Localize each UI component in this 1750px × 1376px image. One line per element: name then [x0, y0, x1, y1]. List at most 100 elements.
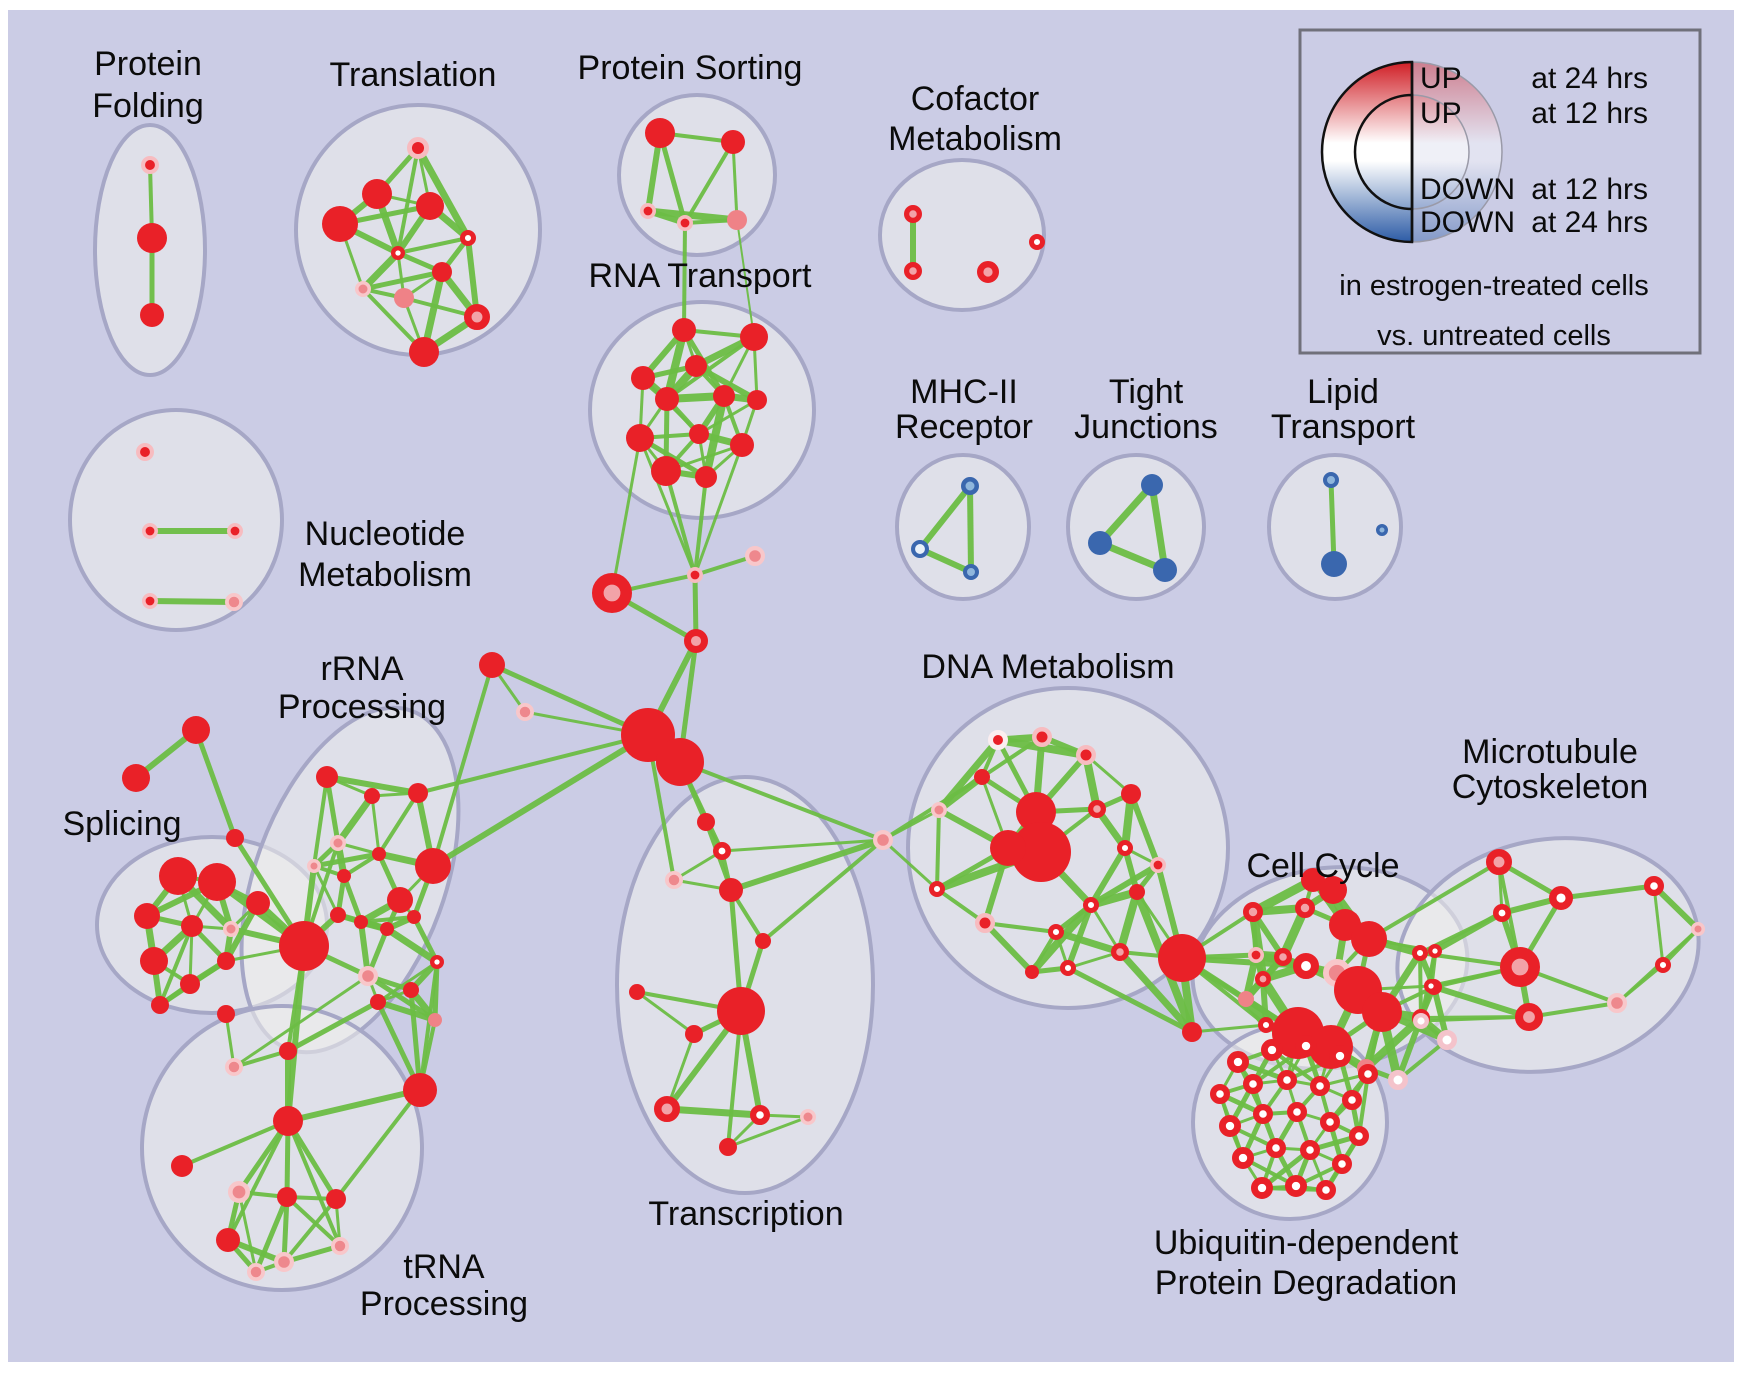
network-node-dm1	[988, 730, 1008, 750]
network-node-nm2	[142, 522, 159, 539]
network-node-rt2	[740, 323, 768, 351]
network-edge	[377, 960, 438, 1004]
network-node-dm20	[1110, 942, 1129, 961]
network-node-ub1	[1227, 1051, 1250, 1074]
network-node-dm6	[1121, 784, 1141, 804]
network-node-ub5	[1357, 1063, 1378, 1084]
network-edge	[1097, 482, 1155, 546]
network-edge	[418, 961, 439, 1091]
network-node-rt4	[685, 355, 707, 377]
network-node-cc18	[1411, 944, 1428, 961]
cluster-label-ubiquitin-degradation: Ubiquitin-dependent	[1154, 1224, 1459, 1262]
network-edge	[1117, 949, 1195, 1035]
network-node-rt3	[631, 366, 655, 390]
network-node-rt5	[713, 385, 735, 407]
network-edge	[1395, 1016, 1424, 1082]
cluster-label-mhc-ii-receptor: MHC-II	[910, 373, 1018, 411]
network-node-sp6	[140, 947, 168, 975]
legend: UP at 24 hrs UP at 12 hrs DOWN at 12 hrs DOWN a…	[1298, 28, 1702, 355]
network-edge	[682, 222, 687, 331]
network-node-dm14	[975, 913, 995, 933]
network-node-ps3	[639, 203, 656, 220]
network-node-tn7	[274, 1251, 295, 1272]
cluster-label-microtubule-cytoskeleton: Microtubule	[1462, 733, 1638, 771]
network-node-sp3	[134, 903, 160, 929]
network-edge	[431, 732, 650, 869]
network-node-rr7	[372, 847, 386, 861]
network-edge	[360, 915, 415, 924]
network-edge	[1066, 965, 1194, 1035]
network-node-cc5	[1254, 971, 1271, 988]
network-node-mc5	[1424, 978, 1439, 993]
network-node-ub11	[1219, 1115, 1242, 1138]
legend-caption: in estrogen-treated cells	[1339, 270, 1649, 302]
network-node-ub21	[1285, 1175, 1308, 1198]
network-node-tc2	[712, 841, 731, 860]
network-node-st2	[122, 764, 150, 792]
cluster-label-cofactor-metabolism: Cofactor	[911, 80, 1040, 118]
network-edge	[881, 838, 939, 891]
network-node-cc22	[1388, 1070, 1408, 1090]
network-node-mc6	[1500, 946, 1541, 987]
network-node-lt1	[1323, 472, 1339, 488]
network-edge	[665, 335, 756, 401]
network-node-rt10	[730, 433, 754, 457]
network-node-ub18	[1299, 1139, 1320, 1160]
network-node-dm18	[1059, 959, 1076, 976]
network-node-tl7	[432, 262, 452, 282]
network-node-tn0	[279, 1042, 297, 1060]
network-edge	[1651, 883, 1701, 932]
network-node-ub7	[1242, 1073, 1263, 1094]
network-edge	[149, 598, 235, 605]
network-edge	[1065, 903, 1094, 970]
network-edge	[286, 999, 380, 1054]
network-node-nm3	[227, 522, 244, 539]
cluster-trna-processing	[140, 1004, 424, 1292]
network-edge	[1128, 792, 1161, 867]
legend-direction-label: DOWN	[1420, 206, 1515, 239]
network-node-ub4	[1329, 1045, 1352, 1068]
network-node-sp5	[223, 921, 239, 937]
network-edge	[312, 865, 340, 916]
network-node-mc9	[1606, 992, 1627, 1013]
network-edge	[702, 395, 728, 478]
network-node-tj3	[1153, 558, 1177, 582]
network-node-cc6	[1238, 991, 1254, 1007]
network-node-tl5	[460, 229, 477, 246]
network-node-nm1	[135, 442, 154, 461]
cluster-label-trna-processing: Processing	[360, 1285, 528, 1323]
network-node-dm10	[1087, 799, 1106, 818]
network-node-dm4	[974, 769, 990, 785]
network-edge	[731, 141, 739, 221]
network-node-rr11	[354, 915, 368, 929]
cluster-cofactor-metabolism	[878, 158, 1046, 312]
network-node-rr9	[387, 887, 413, 913]
network-edge	[417, 733, 649, 795]
network-node-ch2	[744, 545, 765, 566]
network-edge	[935, 809, 941, 890]
network-edge	[917, 484, 973, 551]
network-edge	[385, 926, 439, 965]
network-node-ub14	[1319, 1111, 1340, 1132]
network-edge	[281, 1196, 290, 1263]
network-node-ub10	[1341, 1089, 1362, 1110]
network-edge	[1430, 983, 1530, 1020]
network-edge	[982, 920, 1035, 975]
network-node-cc21	[1437, 1030, 1457, 1050]
network-edge	[1652, 885, 1665, 966]
network-node-tc12	[800, 1109, 816, 1125]
network-node-cc1	[1243, 902, 1264, 923]
network-node-cc8	[1293, 953, 1320, 980]
network-edge	[693, 444, 744, 576]
network-edge	[285, 1119, 339, 1201]
network-edge	[233, 974, 369, 1069]
cluster-label-protein-sorting: Protein Sorting	[578, 49, 803, 87]
network-node-mc7	[1412, 1013, 1429, 1030]
network-node-tc4	[719, 878, 743, 902]
network-node-ub15	[1348, 1125, 1369, 1146]
network-edge	[158, 925, 194, 1006]
network-node-rt9	[689, 424, 709, 444]
network-node-tl3	[322, 206, 358, 242]
network-edge	[730, 837, 884, 893]
network-node-mc1	[1486, 849, 1513, 876]
